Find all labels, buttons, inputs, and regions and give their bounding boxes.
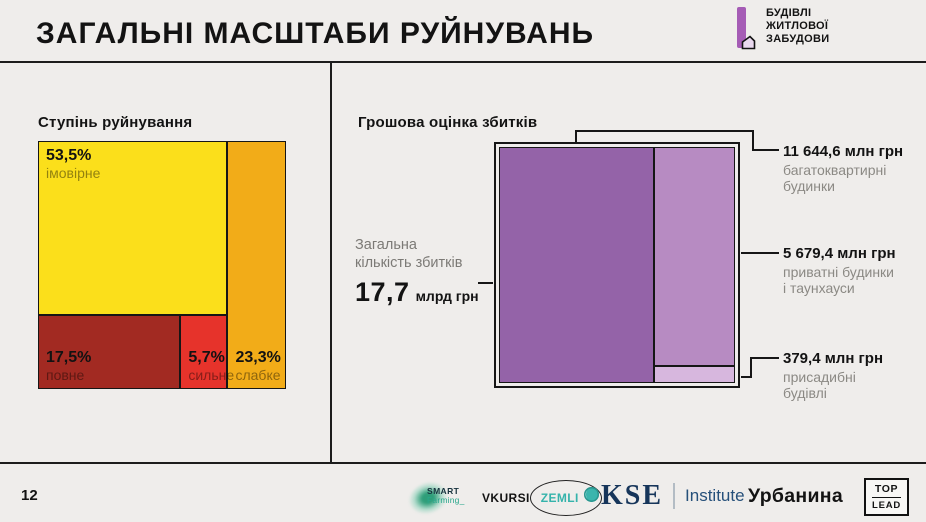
callout-private-houses: 5 679,4 млн грн приватні будинки і таунх… (783, 245, 923, 296)
left-chart-title: Ступінь руйнування (38, 114, 193, 131)
destruction-treemap: 53,5% імовірне 23,3% слабке 17,5% повне … (38, 141, 286, 389)
total-damages: Загальна кількість збитків 17,7 млрд грн (355, 237, 487, 308)
block-label: слабке (235, 367, 281, 384)
category-badge: БУДІВЛІ ЖИТЛОВОЇ ЗАБУДОВИ (737, 7, 829, 55)
treemap-block-full[interactable]: 17,5% повне (38, 314, 181, 389)
section-divider (330, 61, 332, 464)
damages-treemap (494, 142, 740, 388)
treemap-block-apartment-buildings[interactable] (499, 147, 655, 383)
treemap-block-outbuildings[interactable] (654, 366, 735, 383)
right-chart-title: Грошова оцінка збитків (358, 114, 538, 131)
callout-value: 379,4 млн грн (783, 350, 884, 367)
header-divider (0, 61, 926, 63)
block-value: 23,3% (235, 349, 281, 367)
callout-outbuildings: 379,4 млн грн присадибні будівлі (783, 350, 923, 401)
callout-value: 11 644,6 млн грн (783, 143, 904, 160)
page-title: ЗАГАЛЬНІ МАСШТАБИ РУЙНУВАНЬ (36, 17, 595, 50)
block-value: 5,7% (188, 349, 225, 367)
total-value: 17,7 (355, 277, 410, 308)
callout-value: 5 679,4 млн грн (783, 245, 896, 262)
vkursi-zemli-logo[interactable]: VKURSI ZEMLI (482, 480, 602, 516)
block-label: імовірне (46, 164, 101, 181)
treemap-block-probable[interactable]: 53,5% імовірне (38, 141, 228, 315)
urbanyna-logo[interactable]: Урбанина (748, 485, 843, 507)
block-label: повне (46, 367, 85, 384)
block-value: 53,5% (46, 147, 92, 164)
footer-divider (0, 462, 926, 464)
top-lead-logo[interactable]: TOP LEAD (864, 478, 910, 516)
block-label: сильне (188, 367, 235, 384)
callout-apartment-buildings: 11 644,6 млн грн багатоквартирні будинки (783, 143, 923, 194)
kse-institute-logo[interactable]: KSE Institute (601, 480, 745, 511)
category-badge-label: БУДІВЛІ ЖИТЛОВОЇ ЗАБУДОВИ (766, 7, 830, 45)
treemap-block-weak[interactable]: 23,3% слабке (227, 141, 286, 389)
smart-farming-logo[interactable]: SMART Farming_ (404, 476, 474, 520)
building-bar-icon (737, 7, 757, 55)
total-label: кількість збитків (355, 254, 463, 271)
total-label: Загальна (355, 237, 417, 253)
page-number: 12 (21, 487, 38, 504)
ellipse-outline (529, 480, 602, 516)
total-unit: млрд грн (415, 288, 479, 305)
block-value: 17,5% (46, 349, 92, 367)
logo-separator (673, 483, 676, 509)
globe-icon (583, 487, 599, 502)
treemap-block-private-houses[interactable] (654, 147, 735, 367)
treemap-block-strong[interactable]: 5,7% сильне (180, 314, 234, 389)
